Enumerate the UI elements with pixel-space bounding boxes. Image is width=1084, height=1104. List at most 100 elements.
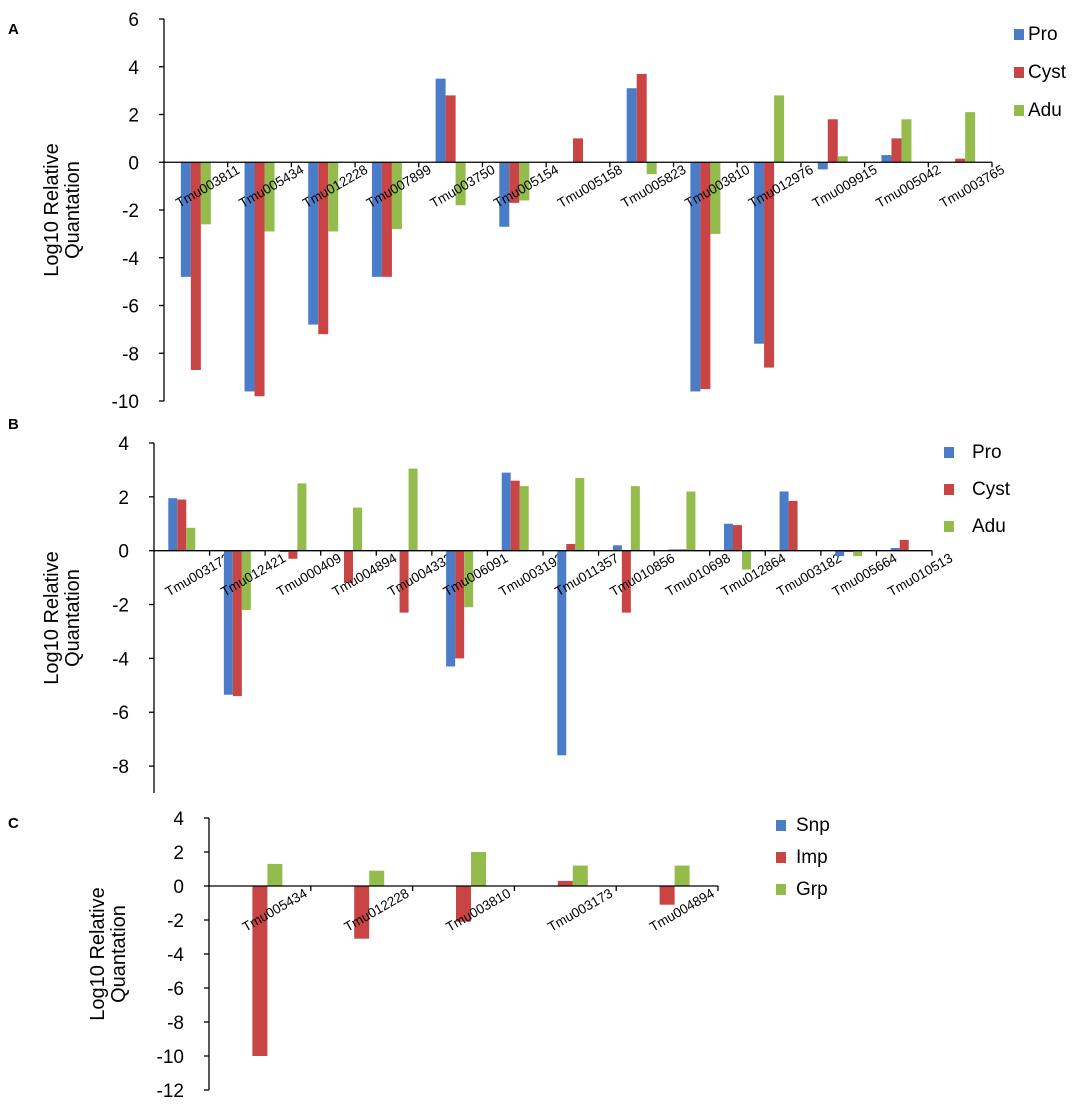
panel-a-legend-swatch-pro	[1014, 29, 1024, 40]
panel-a-category-label: Tmu005042	[873, 162, 943, 211]
panel-c-bar-grp	[267, 863, 283, 886]
panel-a-bar-pro	[180, 162, 191, 277]
panel-b-bar-cyst	[510, 480, 520, 551]
panel-a-bar-cyst	[955, 158, 966, 163]
panel-c-category-label: Tmu004894	[647, 885, 717, 934]
panel-b-bar-pro	[446, 550, 456, 667]
panel-a-y-tick-label: 6	[128, 10, 139, 31]
panel-a-bar-adu	[455, 162, 466, 206]
panel-b-y-tick-label: 2	[118, 488, 129, 509]
panel-b-bar-adu	[353, 507, 362, 551]
panel-b-bar-adu	[408, 468, 418, 551]
panel-b-bar-pro	[724, 523, 733, 551]
panel-c-y-tick-label: 2	[173, 843, 184, 864]
panel-c-y-tick-label: 0	[173, 877, 184, 898]
panel-a-bar-pro	[308, 162, 319, 325]
panel-a-bar-adu	[837, 156, 848, 163]
panel-a-bar-cyst	[636, 73, 647, 163]
panel-c-legend-swatch-snp	[776, 820, 786, 831]
panel-a-y-tick-label: 2	[128, 106, 139, 127]
panel-b-bar-adu	[630, 486, 640, 551]
panel-a-legend-label-cyst: Cyst	[1028, 62, 1067, 83]
panel-letter-a: A	[8, 21, 19, 38]
panel-b-bar-cyst	[177, 499, 187, 551]
panel-a-bar-cyst	[891, 138, 902, 163]
panel-a-bar-pro	[881, 155, 892, 163]
panel-b-bar-adu	[575, 478, 585, 551]
panel-b-y-tick-label: -4	[112, 649, 129, 670]
panel-a-y-tick-label: -2	[122, 201, 139, 222]
panel-letter-c: C	[8, 815, 19, 832]
panel-a-chart: 6 4 2 0 -2 -4 -6 -8 -10 Log10 RelativeQuantation T…	[41, 10, 1067, 413]
panel-b-bar-pro	[668, 549, 678, 551]
panel-b-bar-pro	[279, 550, 289, 553]
panel-c-bar-imp	[557, 880, 573, 886]
panel-b-legend-swatch-cyst	[944, 484, 954, 495]
panel-c-legend-swatch-imp	[776, 852, 786, 863]
panel-b-bar-adu	[742, 550, 751, 570]
panel-b-bar-adu	[519, 486, 529, 551]
panel-a-bar-pro	[817, 162, 828, 170]
panel-b-bar-adu	[686, 491, 696, 551]
panel-c-category-label: Tmu005434	[240, 885, 310, 934]
panel-b-bar-cyst	[677, 549, 687, 551]
panel-a-bar-cyst	[700, 162, 711, 390]
panel-a-bar-adu	[646, 162, 657, 175]
panel-a-category-label: Tmu005158	[555, 162, 625, 211]
panel-c-bar-grp	[471, 852, 486, 886]
panel-a-bar-cyst	[573, 138, 583, 163]
panel-b-y-axis-title: Log10 RelativeQuantation	[41, 551, 84, 684]
panel-b-bar-pro	[835, 550, 845, 557]
panel-a-y-tick-label: -10	[112, 392, 139, 413]
panel-a-bar-adu	[519, 162, 530, 201]
panel-a-y-tick-label: -8	[122, 344, 139, 365]
panel-b-legend-label-adu: Adu	[972, 516, 1006, 537]
panel-b-bar-cyst	[733, 525, 742, 551]
panel-b-legend-swatch-adu	[944, 521, 954, 532]
panel-a-legend-label-pro: Pro	[1028, 24, 1058, 45]
panel-c-bar-imp	[659, 886, 675, 905]
panel-c-y-tick-label: -6	[167, 979, 184, 1000]
panel-b-bar-adu	[853, 550, 863, 557]
panel-b-bar-cyst	[621, 550, 631, 613]
panel-a-bar-pro	[690, 162, 701, 392]
panel-b-bar-adu	[297, 483, 307, 551]
panel-b-bar-pro	[223, 550, 233, 695]
panel-a-bar-adu	[264, 162, 275, 232]
panel-letter-b: B	[8, 416, 19, 433]
panel-a-legend-swatch-adu	[1014, 105, 1024, 116]
panel-a-bar-pro	[626, 88, 637, 163]
panel-b-y-tick-label: 4	[118, 434, 129, 455]
panel-c-bar-grp	[674, 865, 690, 886]
panel-c-y-axis-title: Log10 RelativeQuantation	[87, 887, 130, 1020]
panel-c-legend-label-grp: Grp	[796, 879, 828, 900]
panel-b-bar-pro	[890, 548, 900, 551]
panel-b-bar-cyst	[232, 550, 242, 697]
panel-a-legend-swatch-cyst	[1014, 67, 1024, 78]
panel-a-legend-label-adu: Adu	[1028, 100, 1062, 121]
panel-a-bar-pro	[371, 162, 382, 277]
panel-a-y-tick-label: -4	[122, 249, 139, 270]
panel-a-bar-cyst	[827, 119, 838, 163]
panel-a-bar-adu	[901, 119, 912, 163]
panel-b-bar-adu	[241, 550, 251, 610]
panel-b-bar-cyst	[899, 539, 909, 551]
panel-b-bar-adu	[186, 527, 196, 551]
panel-c-y-tick-label: -10	[157, 1047, 184, 1068]
panel-a-bar-cyst	[381, 162, 392, 277]
panel-b-bar-pro	[168, 498, 178, 551]
panel-a-bar-adu	[391, 162, 402, 230]
panel-a-y-tick-label: 4	[128, 58, 139, 79]
panel-b-y-tick-label: -2	[112, 596, 129, 617]
panel-b-bar-cyst	[344, 550, 353, 583]
panel-a-bar-adu	[200, 162, 211, 225]
panel-b-bar-pro	[557, 550, 567, 756]
panel-c-y-tick-label: -4	[167, 945, 184, 966]
panel-b-bar-adu	[464, 550, 474, 608]
panel-c-y-tick-label: -12	[157, 1081, 184, 1102]
panel-c-bar-grp	[572, 865, 588, 886]
panel-c-legend-swatch-grp	[776, 884, 786, 895]
panel-b-y-tick-label: -8	[112, 757, 129, 778]
panel-a-bar-pro	[754, 162, 765, 344]
